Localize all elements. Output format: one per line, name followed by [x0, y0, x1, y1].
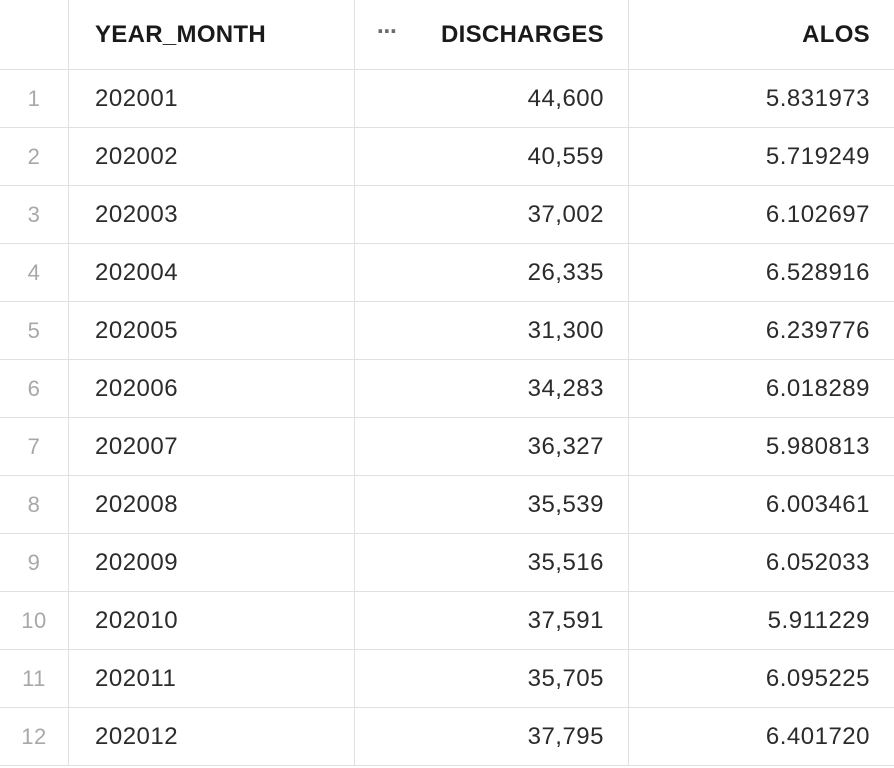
- cell-year-month[interactable]: 202003: [69, 186, 355, 244]
- row-number[interactable]: 2: [0, 128, 69, 186]
- cell-year-month[interactable]: 202010: [69, 592, 355, 650]
- cell-alos[interactable]: 6.095225: [629, 650, 894, 708]
- more-options-icon[interactable]: ⋯: [377, 21, 398, 43]
- row-number-header: [0, 0, 69, 70]
- column-header-label: YEAR_MONTH: [95, 20, 267, 48]
- column-header-label: DISCHARGES: [440, 20, 604, 48]
- cell-year-month[interactable]: 202009: [69, 534, 355, 592]
- cell-alos[interactable]: 5.719249: [629, 128, 894, 186]
- cell-discharges[interactable]: 34,283: [355, 360, 629, 418]
- cell-year-month[interactable]: 202008: [69, 476, 355, 534]
- row-number[interactable]: 1: [0, 70, 69, 128]
- cell-alos[interactable]: 6.102697: [629, 186, 894, 244]
- row-number[interactable]: 8: [0, 476, 69, 534]
- cell-alos[interactable]: 5.831973: [629, 70, 894, 128]
- cell-discharges[interactable]: 37,002: [355, 186, 629, 244]
- cell-alos[interactable]: 6.003461: [629, 476, 894, 534]
- cell-year-month[interactable]: 202006: [69, 360, 355, 418]
- cell-discharges[interactable]: 31,300: [355, 302, 629, 360]
- cell-year-month[interactable]: 202007: [69, 418, 355, 476]
- row-number[interactable]: 9: [0, 534, 69, 592]
- cell-alos[interactable]: 5.911229: [629, 592, 894, 650]
- cell-alos[interactable]: 6.018289: [629, 360, 894, 418]
- column-header-label: ALOS: [802, 20, 870, 48]
- cell-discharges[interactable]: 26,335: [355, 244, 629, 302]
- cell-alos[interactable]: 5.980813: [629, 418, 894, 476]
- cell-discharges[interactable]: 40,559: [355, 128, 629, 186]
- cell-discharges[interactable]: 44,600: [355, 70, 629, 128]
- cell-year-month[interactable]: 202011: [69, 650, 355, 708]
- cell-alos[interactable]: 6.052033: [629, 534, 894, 592]
- cell-alos[interactable]: 6.239776: [629, 302, 894, 360]
- row-number[interactable]: 7: [0, 418, 69, 476]
- column-header-discharges[interactable]: ⋯ DISCHARGES: [355, 0, 629, 70]
- cell-year-month[interactable]: 202012: [69, 708, 355, 766]
- cell-discharges[interactable]: 35,539: [355, 476, 629, 534]
- cell-discharges[interactable]: 37,591: [355, 592, 629, 650]
- cell-year-month[interactable]: 202002: [69, 128, 355, 186]
- cell-discharges[interactable]: 35,705: [355, 650, 629, 708]
- cell-discharges[interactable]: 37,795: [355, 708, 629, 766]
- row-number[interactable]: 10: [0, 592, 69, 650]
- column-header-alos[interactable]: ALOS: [629, 0, 894, 70]
- row-number[interactable]: 6: [0, 360, 69, 418]
- cell-year-month[interactable]: 202005: [69, 302, 355, 360]
- column-header-year-month[interactable]: YEAR_MONTH: [69, 0, 355, 70]
- cell-discharges[interactable]: 35,516: [355, 534, 629, 592]
- row-number[interactable]: 12: [0, 708, 69, 766]
- row-number[interactable]: 3: [0, 186, 69, 244]
- cell-year-month[interactable]: 202004: [69, 244, 355, 302]
- row-number[interactable]: 11: [0, 650, 69, 708]
- cell-discharges[interactable]: 36,327: [355, 418, 629, 476]
- row-number[interactable]: 5: [0, 302, 69, 360]
- cell-alos[interactable]: 6.528916: [629, 244, 894, 302]
- cell-alos[interactable]: 6.401720: [629, 708, 894, 766]
- row-number[interactable]: 4: [0, 244, 69, 302]
- cell-year-month[interactable]: 202001: [69, 70, 355, 128]
